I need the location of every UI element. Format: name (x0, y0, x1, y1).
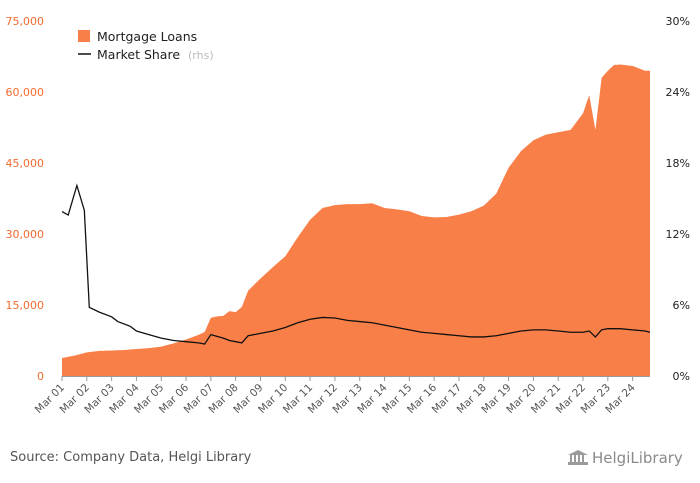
y-right-tick-label: 6% (673, 299, 690, 312)
chart: 0 15,000 30,000 45,000 60,000 75,000 0% 6% 12% 1… (6, 15, 691, 416)
y-right-tick-label: 0% (673, 370, 690, 383)
mortgage-loans-area (62, 64, 650, 377)
legend-label-rhs-note: (rhs) (188, 49, 214, 62)
y-right-tick-label: 12% (666, 228, 690, 241)
legend-swatch-mortgage-loans (78, 30, 90, 42)
y-left-tick-label: 60,000 (6, 86, 45, 99)
market-share-line (61, 183, 651, 345)
y-left-tick-label: 45,000 (6, 157, 45, 170)
y-right-axis: 0% 6% 12% 18% 24% 30% (666, 15, 690, 383)
legend-label-market-share: Market Share (rhs) (97, 47, 214, 62)
y-left-tick-label: 0 (37, 370, 44, 383)
y-left-tick-label: 30,000 (6, 228, 45, 241)
y-left-tick-label: 75,000 (6, 15, 45, 28)
legend: Mortgage Loans Market Share (rhs) (78, 29, 214, 62)
legend-label-market-share-text: Market Share (97, 47, 180, 62)
plot-area (61, 64, 651, 377)
library-building-icon (568, 450, 588, 465)
helgi-library-logo: HelgiLibrary (567, 449, 683, 467)
y-right-tick-label: 30% (666, 15, 690, 28)
y-right-tick-label: 18% (666, 157, 690, 170)
y-right-tick-label: 24% (666, 86, 690, 99)
legend-label-mortgage-loans: Mortgage Loans (97, 29, 197, 44)
logo-text: HelgiLibrary (592, 449, 683, 467)
source-note: Source: Company Data, Helgi Library (10, 450, 252, 465)
y-left-axis: 0 15,000 30,000 45,000 60,000 75,000 (6, 15, 45, 383)
y-left-tick-label: 15,000 (6, 299, 45, 312)
